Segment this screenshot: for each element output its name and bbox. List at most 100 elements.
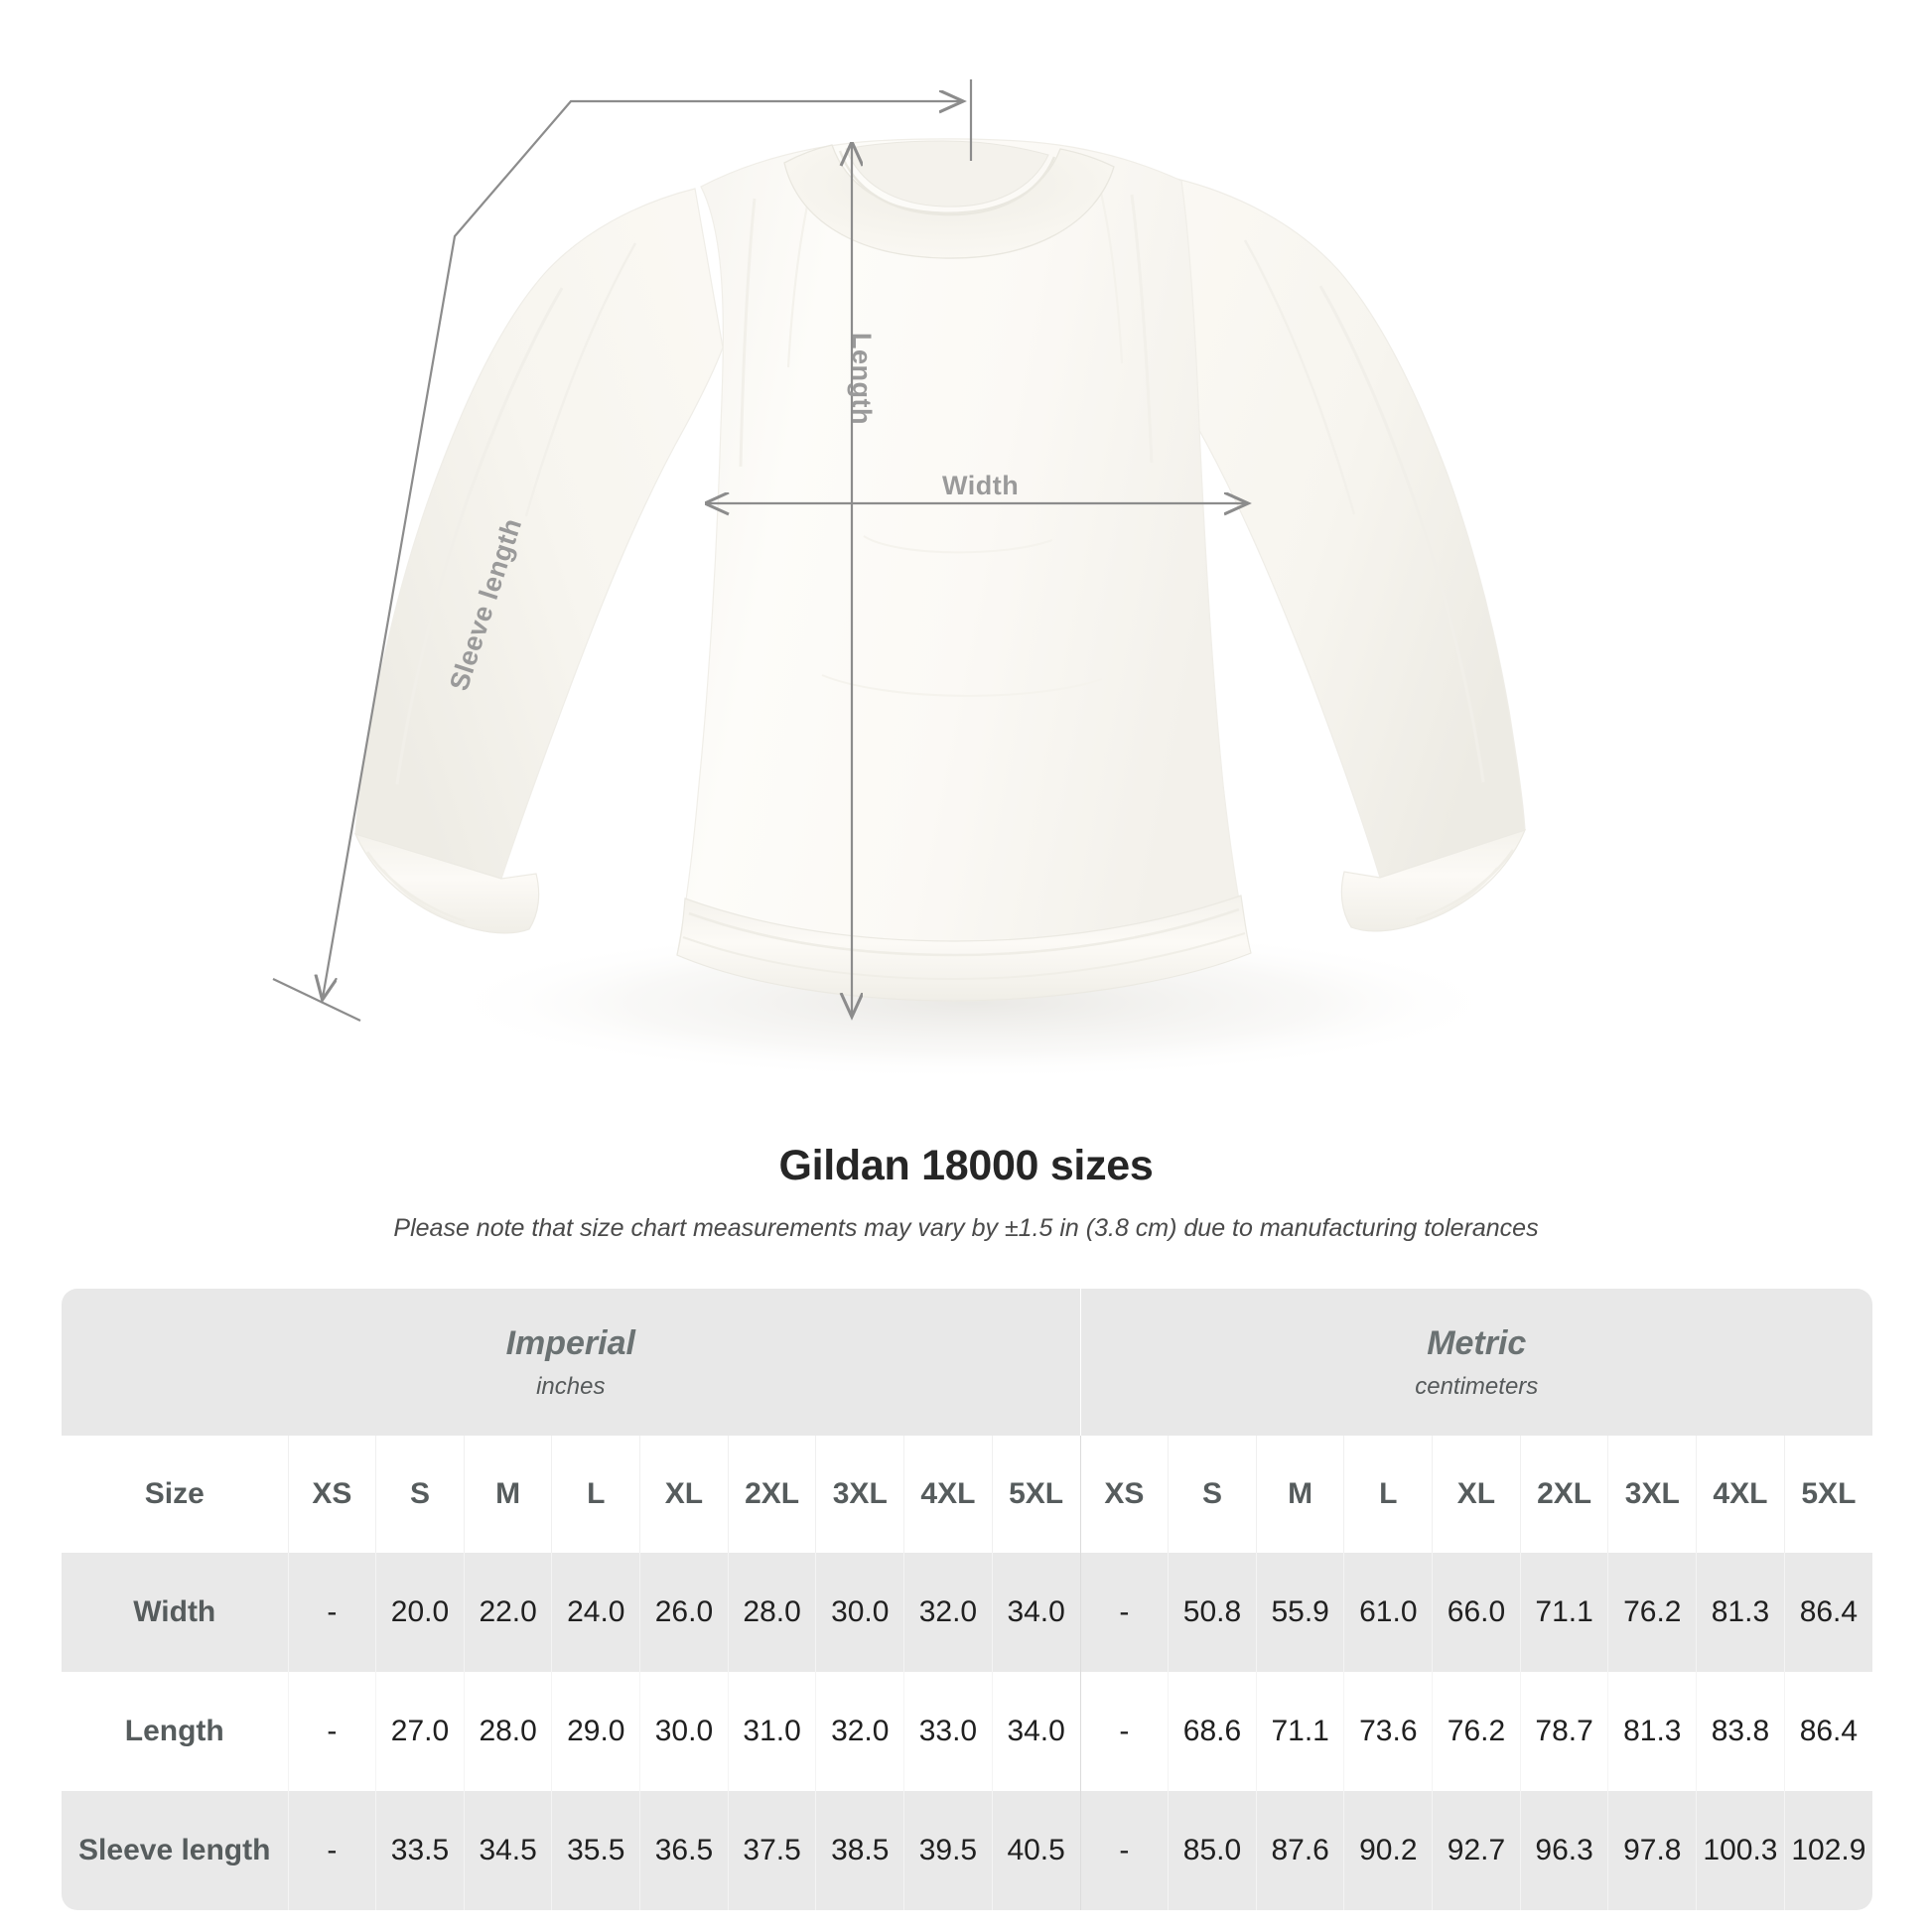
- cell-length-metric-3xl: 81.3: [1607, 1672, 1697, 1791]
- cell-sleeve-imperial-m: 34.5: [463, 1791, 552, 1910]
- left-sleeve: [353, 188, 724, 934]
- cell-sleeve-imperial-3xl: 38.5: [815, 1791, 904, 1910]
- cell-sleeve-metric-3xl: 97.8: [1607, 1791, 1697, 1910]
- cell-length-metric-l: 73.6: [1343, 1672, 1433, 1791]
- size-header-metric-s: S: [1168, 1436, 1257, 1553]
- cell-length-metric-xs: -: [1079, 1672, 1169, 1791]
- cell-width-imperial-2xl: 28.0: [727, 1553, 816, 1672]
- cell-length-imperial-xl: 30.0: [639, 1672, 729, 1791]
- size-header-imperial-2xl: 2XL: [727, 1436, 816, 1553]
- cell-sleeve-imperial-2xl: 37.5: [727, 1791, 816, 1910]
- cell-length-imperial-s: 27.0: [375, 1672, 465, 1791]
- tolerance-note: Please note that size chart measurements…: [393, 1214, 1539, 1242]
- cell-sleeve-imperial-xs: -: [287, 1791, 376, 1910]
- size-header-imperial-xl: XL: [639, 1436, 729, 1553]
- row-label-sleeve-length: Sleeve length: [62, 1791, 288, 1910]
- size-header-imperial-3xl: 3XL: [815, 1436, 904, 1553]
- cell-sleeve-imperial-l: 35.5: [551, 1791, 640, 1910]
- row-label-width: Width: [62, 1553, 288, 1672]
- cell-sleeve-metric-2xl: 96.3: [1519, 1791, 1608, 1910]
- cell-width-imperial-m: 22.0: [463, 1553, 552, 1672]
- size-header-metric-2xl: 2XL: [1519, 1436, 1608, 1553]
- cell-width-imperial-4xl: 32.0: [903, 1553, 993, 1672]
- cell-length-imperial-3xl: 32.0: [815, 1672, 904, 1791]
- size-header-imperial-xs: XS: [287, 1436, 376, 1553]
- size-header-metric-xl: XL: [1432, 1436, 1521, 1553]
- size-header-metric-3xl: 3XL: [1607, 1436, 1697, 1553]
- cell-length-metric-4xl: 83.8: [1696, 1672, 1785, 1791]
- cell-width-metric-5xl: 86.4: [1783, 1553, 1873, 1672]
- imperial-unit-header: Imperial inches: [62, 1289, 1081, 1436]
- metric-unit-header: Metric centimeters: [1079, 1289, 1873, 1436]
- cell-width-imperial-l: 24.0: [551, 1553, 640, 1672]
- cell-length-metric-2xl: 78.7: [1519, 1672, 1608, 1791]
- size-header-imperial-m: M: [463, 1436, 552, 1553]
- metric-unit-sub: centimeters: [1415, 1372, 1539, 1400]
- table-row: Sleeve length - 33.5 34.5 35.5 36.5 37.5…: [62, 1791, 1873, 1910]
- cell-width-imperial-5xl: 34.0: [991, 1553, 1081, 1672]
- size-header-metric-m: M: [1255, 1436, 1344, 1553]
- cell-sleeve-metric-m: 87.6: [1255, 1791, 1344, 1910]
- table-row: Length - 27.0 28.0 29.0 30.0 31.0 32.0 3…: [62, 1672, 1873, 1791]
- cell-width-imperial-3xl: 30.0: [815, 1553, 904, 1672]
- size-header-imperial-s: S: [375, 1436, 465, 1553]
- cell-width-imperial-xs: -: [287, 1553, 376, 1672]
- cell-width-metric-3xl: 76.2: [1607, 1553, 1697, 1672]
- cell-sleeve-metric-xs: -: [1079, 1791, 1169, 1910]
- right-sleeve: [1159, 178, 1527, 932]
- cell-length-metric-5xl: 86.4: [1783, 1672, 1873, 1791]
- imperial-unit-sub: inches: [536, 1372, 606, 1400]
- sleeve-length-end-tick: [272, 978, 361, 1022]
- collar: [783, 140, 1115, 259]
- cell-sleeve-metric-5xl: 102.9: [1783, 1791, 1873, 1910]
- size-header-imperial-4xl: 4XL: [903, 1436, 993, 1553]
- measurement-annotations: [272, 79, 1246, 1022]
- cell-length-imperial-5xl: 34.0: [991, 1672, 1081, 1791]
- size-header-metric-xs: XS: [1079, 1436, 1169, 1553]
- cell-length-imperial-xs: -: [287, 1672, 376, 1791]
- cell-width-metric-2xl: 71.1: [1519, 1553, 1608, 1672]
- sweatshirt-body: [676, 138, 1252, 1002]
- table-row: Width - 20.0 22.0 24.0 26.0 28.0 30.0 32…: [62, 1553, 1873, 1672]
- size-header-metric-4xl: 4XL: [1696, 1436, 1785, 1553]
- size-header-metric-5xl: 5XL: [1783, 1436, 1873, 1553]
- size-header-row: Size XS S M L XL 2XL 3XL 4XL 5XL XS S M …: [62, 1436, 1873, 1553]
- cell-length-metric-m: 71.1: [1255, 1672, 1344, 1791]
- size-header-imperial-l: L: [551, 1436, 640, 1553]
- title-block: Gildan 18000 sizes Please note that size…: [0, 1142, 1932, 1243]
- metric-unit-name: Metric: [1427, 1323, 1527, 1362]
- width-annotation-label: Width: [942, 471, 1020, 500]
- cell-width-imperial-s: 20.0: [375, 1553, 465, 1672]
- cell-length-imperial-4xl: 33.0: [903, 1672, 993, 1791]
- size-header-imperial-5xl: 5XL: [991, 1436, 1081, 1553]
- imperial-unit-name: Imperial: [505, 1323, 635, 1362]
- cell-sleeve-metric-4xl: 100.3: [1696, 1791, 1785, 1910]
- cell-sleeve-metric-xl: 92.7: [1432, 1791, 1521, 1910]
- cell-length-imperial-l: 29.0: [551, 1672, 640, 1791]
- cell-width-metric-4xl: 81.3: [1696, 1553, 1785, 1672]
- cell-sleeve-imperial-xl: 36.5: [639, 1791, 729, 1910]
- cell-length-metric-s: 68.6: [1168, 1672, 1257, 1791]
- cell-sleeve-imperial-s: 33.5: [375, 1791, 465, 1910]
- unit-header-row: Imperial inches Metric centimeters: [62, 1289, 1873, 1436]
- cell-sleeve-metric-l: 90.2: [1343, 1791, 1433, 1910]
- cell-width-metric-s: 50.8: [1168, 1553, 1257, 1672]
- cell-length-imperial-2xl: 31.0: [727, 1672, 816, 1791]
- sleeve-length-arrow: [323, 99, 572, 998]
- size-chart-table: Imperial inches Metric centimeters Size …: [62, 1289, 1873, 1910]
- size-header-metric-l: L: [1343, 1436, 1433, 1553]
- garment-illustration: Length Width Sleeve length: [272, 79, 1527, 1080]
- cell-sleeve-imperial-5xl: 40.5: [991, 1791, 1081, 1910]
- cell-width-metric-m: 55.9: [1255, 1553, 1344, 1672]
- cell-sleeve-imperial-4xl: 39.5: [903, 1791, 993, 1910]
- cell-sleeve-metric-s: 85.0: [1168, 1791, 1257, 1910]
- cell-width-metric-xs: -: [1079, 1553, 1169, 1672]
- row-label-length: Length: [62, 1672, 288, 1791]
- sweatshirt-diagram: [272, 79, 1527, 1080]
- size-label-cell: Size: [62, 1436, 288, 1553]
- page-title: Gildan 18000 sizes: [778, 1142, 1154, 1189]
- cell-width-metric-l: 61.0: [1343, 1553, 1433, 1672]
- size-table-wrapper: Imperial inches Metric centimeters Size …: [62, 1289, 1873, 1910]
- cell-width-metric-xl: 66.0: [1432, 1553, 1521, 1672]
